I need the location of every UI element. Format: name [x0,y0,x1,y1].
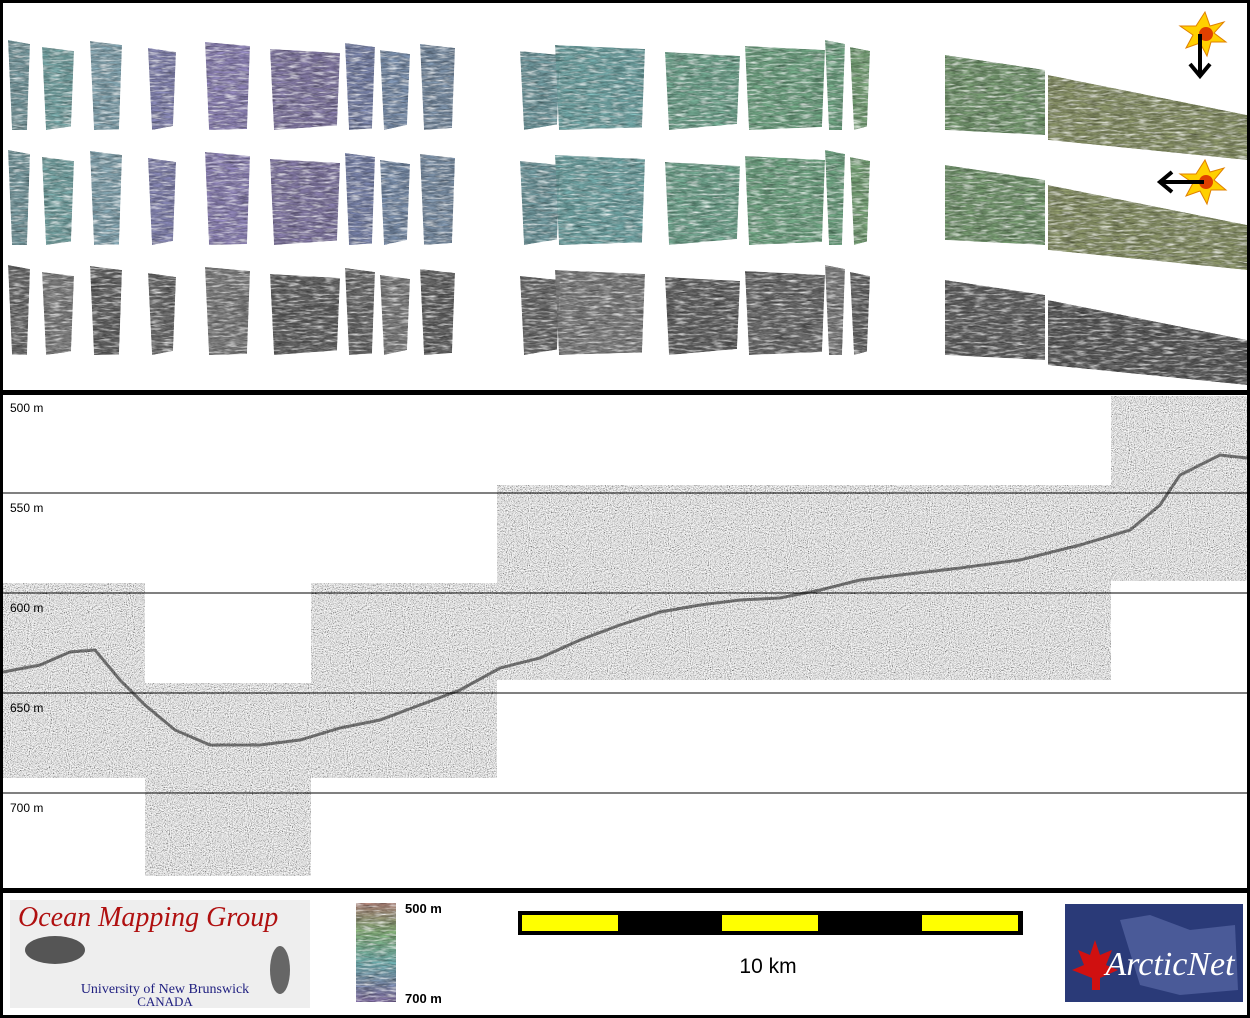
swath [270,159,340,245]
colorbar-ramp [356,903,396,1002]
logo-shape [25,936,85,964]
swath [850,47,870,130]
swath [8,265,30,355]
swath [205,152,250,245]
swath [825,40,845,130]
swath [665,162,740,245]
swath [345,268,375,355]
swath [555,155,645,245]
swath [850,157,870,245]
colorbar-label: 500 m [405,901,442,916]
swath [380,160,410,245]
swath [148,158,176,245]
swath [380,50,410,130]
logo-shape [270,946,290,994]
swath [42,47,74,130]
swath [555,270,645,355]
swath [420,269,455,355]
swath [205,42,250,130]
swath [42,272,74,355]
swath [665,52,740,130]
swath [8,150,30,245]
swath [345,43,375,130]
swath [1048,185,1247,270]
depth-label: 650 m [10,701,43,715]
scale-segment [922,915,1018,931]
swath [945,280,1045,360]
scale-segment [722,915,818,931]
swath-panel [8,40,1247,385]
profile-panel: 500 m 550 m 600 m 650 m 700 m [2,396,1248,876]
profile-block [311,583,497,778]
swath [420,44,455,130]
swath [520,276,560,355]
swath [345,153,375,245]
swath [665,277,740,355]
swath [420,154,455,245]
maple-leaf [1072,940,1118,990]
swath [270,49,340,130]
swath [945,55,1045,135]
divider [0,888,1250,893]
logo-text: CANADA [137,994,193,1009]
depth-label: 700 m [10,801,43,815]
swath [520,51,560,130]
swath [148,48,176,130]
swath [90,266,122,355]
swath [90,41,122,130]
depth-label: 500 m [10,401,43,415]
swath [205,267,250,355]
profile-block [1111,396,1247,581]
depth-label: 600 m [10,601,43,615]
colorbar-label: 700 m [405,991,442,1006]
logo-text: University of New Brunswick [81,982,249,997]
swath [745,156,825,245]
depth-label: 550 m [10,501,43,515]
swath [825,150,845,245]
swath [1048,300,1247,385]
swath [1048,75,1247,160]
profile-block [497,485,1111,680]
colorbar: 500 m 700 m [356,901,442,1006]
omg-logo: Ocean Mapping Group University of New Br… [10,900,310,1009]
profile-block [145,683,311,876]
swath [148,273,176,355]
divider [0,390,1250,395]
swath [90,151,122,245]
swath [945,165,1045,245]
arcticnet-logo: ArcticNet [1065,904,1243,1002]
swath [555,45,645,130]
scale-label: 10 km [739,955,796,978]
swath [380,275,410,355]
swath [520,161,560,245]
swath [825,265,845,355]
swath [745,271,825,355]
swath [745,46,825,130]
logo-map [1120,915,1238,995]
logo-title: ArcticNet [1103,946,1236,983]
scale-bar: 10 km [518,911,1023,978]
swath [8,40,30,130]
swath [270,274,340,355]
seafloor [2,453,1248,747]
logo-title: Ocean Mapping Group [18,902,278,933]
swath [42,157,74,245]
scale-segment [522,915,618,931]
illumination-icons [1156,10,1228,206]
swath [850,272,870,355]
